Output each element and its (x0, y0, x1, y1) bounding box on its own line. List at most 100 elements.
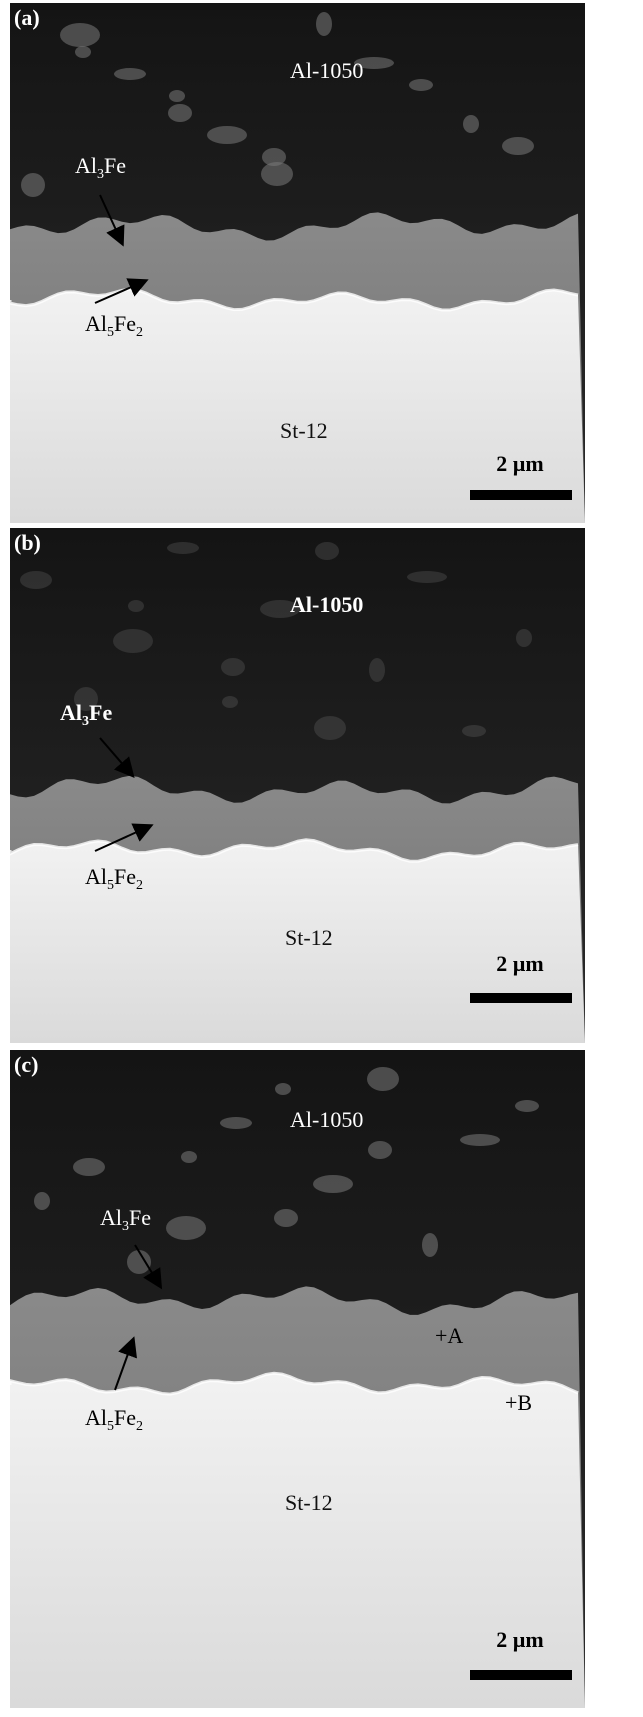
particle (74, 687, 98, 711)
text-part: Fe (114, 864, 136, 889)
particle (315, 542, 339, 560)
subscript: 5 (107, 878, 114, 893)
particle (261, 162, 293, 186)
particle (367, 1067, 399, 1091)
text-part: Al (85, 311, 107, 336)
particle (167, 542, 199, 554)
substrate-region (10, 289, 585, 523)
arrow (94, 278, 149, 304)
text-part: Al (85, 1405, 107, 1430)
arrow (99, 737, 135, 779)
subscript: 5 (107, 1419, 114, 1434)
particle (127, 1250, 151, 1274)
interface-glow (8, 287, 579, 312)
scale-bar-label: 2 µm (496, 951, 544, 976)
subscript: 3 (97, 167, 104, 182)
particle (169, 90, 185, 102)
text-part: Al (75, 153, 97, 178)
particle (314, 716, 346, 740)
particle (220, 1117, 252, 1129)
particle (368, 1141, 392, 1159)
text-part: Al (100, 1205, 122, 1230)
particle (407, 571, 447, 583)
particle (166, 1216, 206, 1240)
particle (113, 629, 153, 653)
particle (20, 571, 52, 589)
particle (422, 1233, 438, 1257)
text-part: Fe (114, 1405, 136, 1430)
subscript: 3 (122, 1219, 129, 1234)
particle (313, 1175, 353, 1193)
interface-glow (8, 1371, 579, 1396)
subscript: 3 (82, 714, 89, 729)
panel-label: (a) (14, 5, 40, 30)
particle (275, 1083, 291, 1095)
text-part: Fe (104, 153, 126, 178)
particle (462, 725, 486, 737)
particle (21, 173, 45, 197)
particle (516, 629, 532, 647)
particle (221, 658, 245, 676)
text-part: Fe (114, 311, 136, 336)
particle (460, 1134, 500, 1146)
particle (463, 115, 479, 133)
interface-glow (8, 838, 579, 863)
layer-label: Al5Fe2 (85, 864, 143, 893)
panel-label: (b) (14, 530, 41, 555)
particle (274, 1209, 298, 1227)
particle (75, 46, 91, 58)
substrate-label: St-12 (285, 925, 333, 950)
text-part: Al (85, 864, 107, 889)
matrix-label: Al-1050 (290, 592, 363, 617)
layer-label: Al5Fe2 (85, 311, 143, 340)
arrow (99, 194, 125, 247)
subscript: 2 (136, 878, 143, 893)
particle (502, 137, 534, 155)
particle (515, 1100, 539, 1112)
substrate-label: St-12 (285, 1490, 333, 1515)
text-part: Fe (89, 700, 112, 725)
point-label: +B (505, 1390, 532, 1415)
matrix-label: Al-1050 (290, 58, 363, 83)
subscript: 2 (136, 1419, 143, 1434)
particle (114, 68, 146, 80)
scale-bar (470, 993, 572, 1003)
scale-bar-label: 2 µm (496, 1627, 544, 1652)
particle (60, 23, 100, 47)
arrow (114, 1336, 137, 1391)
scale-bar (470, 1670, 572, 1680)
particle (34, 1192, 50, 1210)
particle (73, 1158, 105, 1176)
particle (128, 600, 144, 612)
point-label: +A (435, 1323, 463, 1348)
scale-bar (470, 490, 572, 500)
arrow (94, 823, 154, 852)
scale-bar-label: 2 µm (496, 451, 544, 476)
panel-label: (c) (14, 1052, 38, 1077)
particle (168, 104, 192, 122)
substrate-label: St-12 (280, 418, 328, 443)
particle (260, 600, 300, 618)
particle (369, 658, 385, 682)
particle (409, 79, 433, 91)
subscript: 5 (107, 325, 114, 340)
particle (222, 696, 238, 708)
layer-label: Al3Fe (100, 1205, 151, 1234)
layer-label: Al3Fe (75, 153, 126, 182)
subscript: 2 (136, 325, 143, 340)
matrix-label: Al-1050 (290, 1107, 363, 1132)
substrate-region (10, 839, 585, 1043)
arrow (134, 1244, 163, 1290)
particle (354, 57, 394, 69)
text-part: Al (60, 700, 82, 725)
layer-label: Al5Fe2 (85, 1405, 143, 1434)
particle (207, 126, 247, 144)
text-part: Fe (129, 1205, 151, 1230)
particle (262, 148, 286, 166)
substrate-region (10, 1373, 585, 1708)
particle (316, 12, 332, 36)
